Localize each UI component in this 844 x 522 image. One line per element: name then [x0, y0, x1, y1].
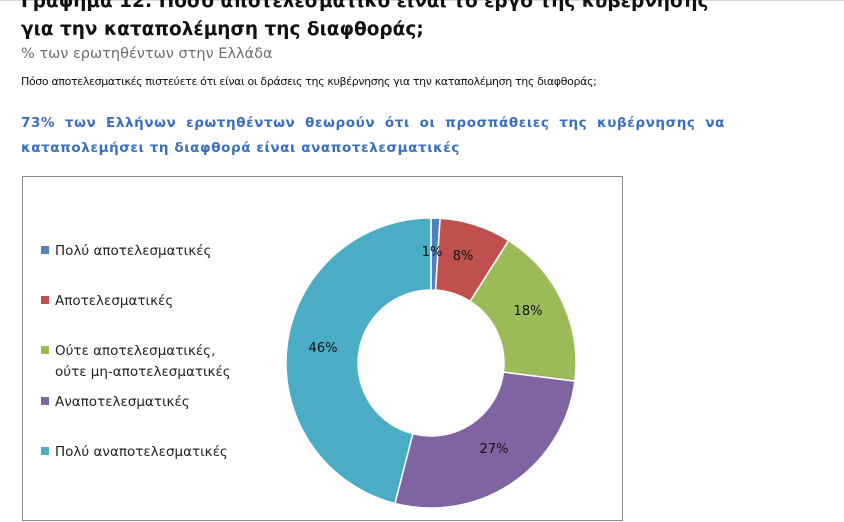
key-finding: 73% των Ελλήνων ερωτηθέντων θεωρούν ότι … [21, 115, 725, 156]
slice-data-label: 18% [514, 304, 543, 319]
legend-label: Πολύ αναποτελεσματικές [55, 444, 228, 460]
legend-swatch [41, 447, 49, 455]
survey-question: Πόσο αποτελεσματικές πιστεύετε ότι είναι… [21, 75, 597, 88]
legend-swatch [41, 346, 49, 354]
donut-chart-svg: 1% 8% 18% 27% 46% [285, 217, 577, 509]
slice-data-label: 8% [453, 249, 474, 264]
legend-swatch [41, 296, 49, 304]
legend-swatch [41, 246, 49, 254]
donut-slice [469, 239, 577, 383]
page-top-divider [0, 0, 844, 1]
figure-title: Γράφημα 12: Πόσο αποτελεσματικό είναι το… [21, 0, 709, 40]
legend-item: Ούτε αποτελεσματικές, ούτε μη-αποτελεσμα… [41, 341, 231, 383]
legend-item: Αποτελεσματικές [41, 291, 173, 312]
donut-chart: Πολύ αποτελεσματικές Αποτελεσματικές Ούτε … [22, 176, 623, 521]
slice-data-label: 46% [309, 341, 338, 356]
legend-item: Πολύ αποτελεσματικές [41, 241, 211, 262]
legend-label: Ούτε αποτελεσματικές, ούτε μη-αποτελεσμα… [55, 343, 231, 380]
slice-data-label: 27% [480, 442, 509, 457]
donut-slice [285, 217, 432, 505]
legend-item: Αναποτελεσματικές [41, 392, 190, 413]
donut-slice [394, 371, 576, 509]
slice-data-label: 1% [422, 245, 443, 260]
legend-label: Πολύ αποτελεσματικές [55, 243, 212, 259]
legend-label: Αναποτελεσματικές [55, 394, 190, 410]
legend-label: Αποτελεσματικές [55, 293, 174, 309]
legend-swatch [41, 397, 49, 405]
legend-item: Πολύ αναποτελεσματικές [41, 442, 228, 463]
figure-subtitle: % των ερωτηθέντων στην Ελλάδα [21, 46, 273, 62]
